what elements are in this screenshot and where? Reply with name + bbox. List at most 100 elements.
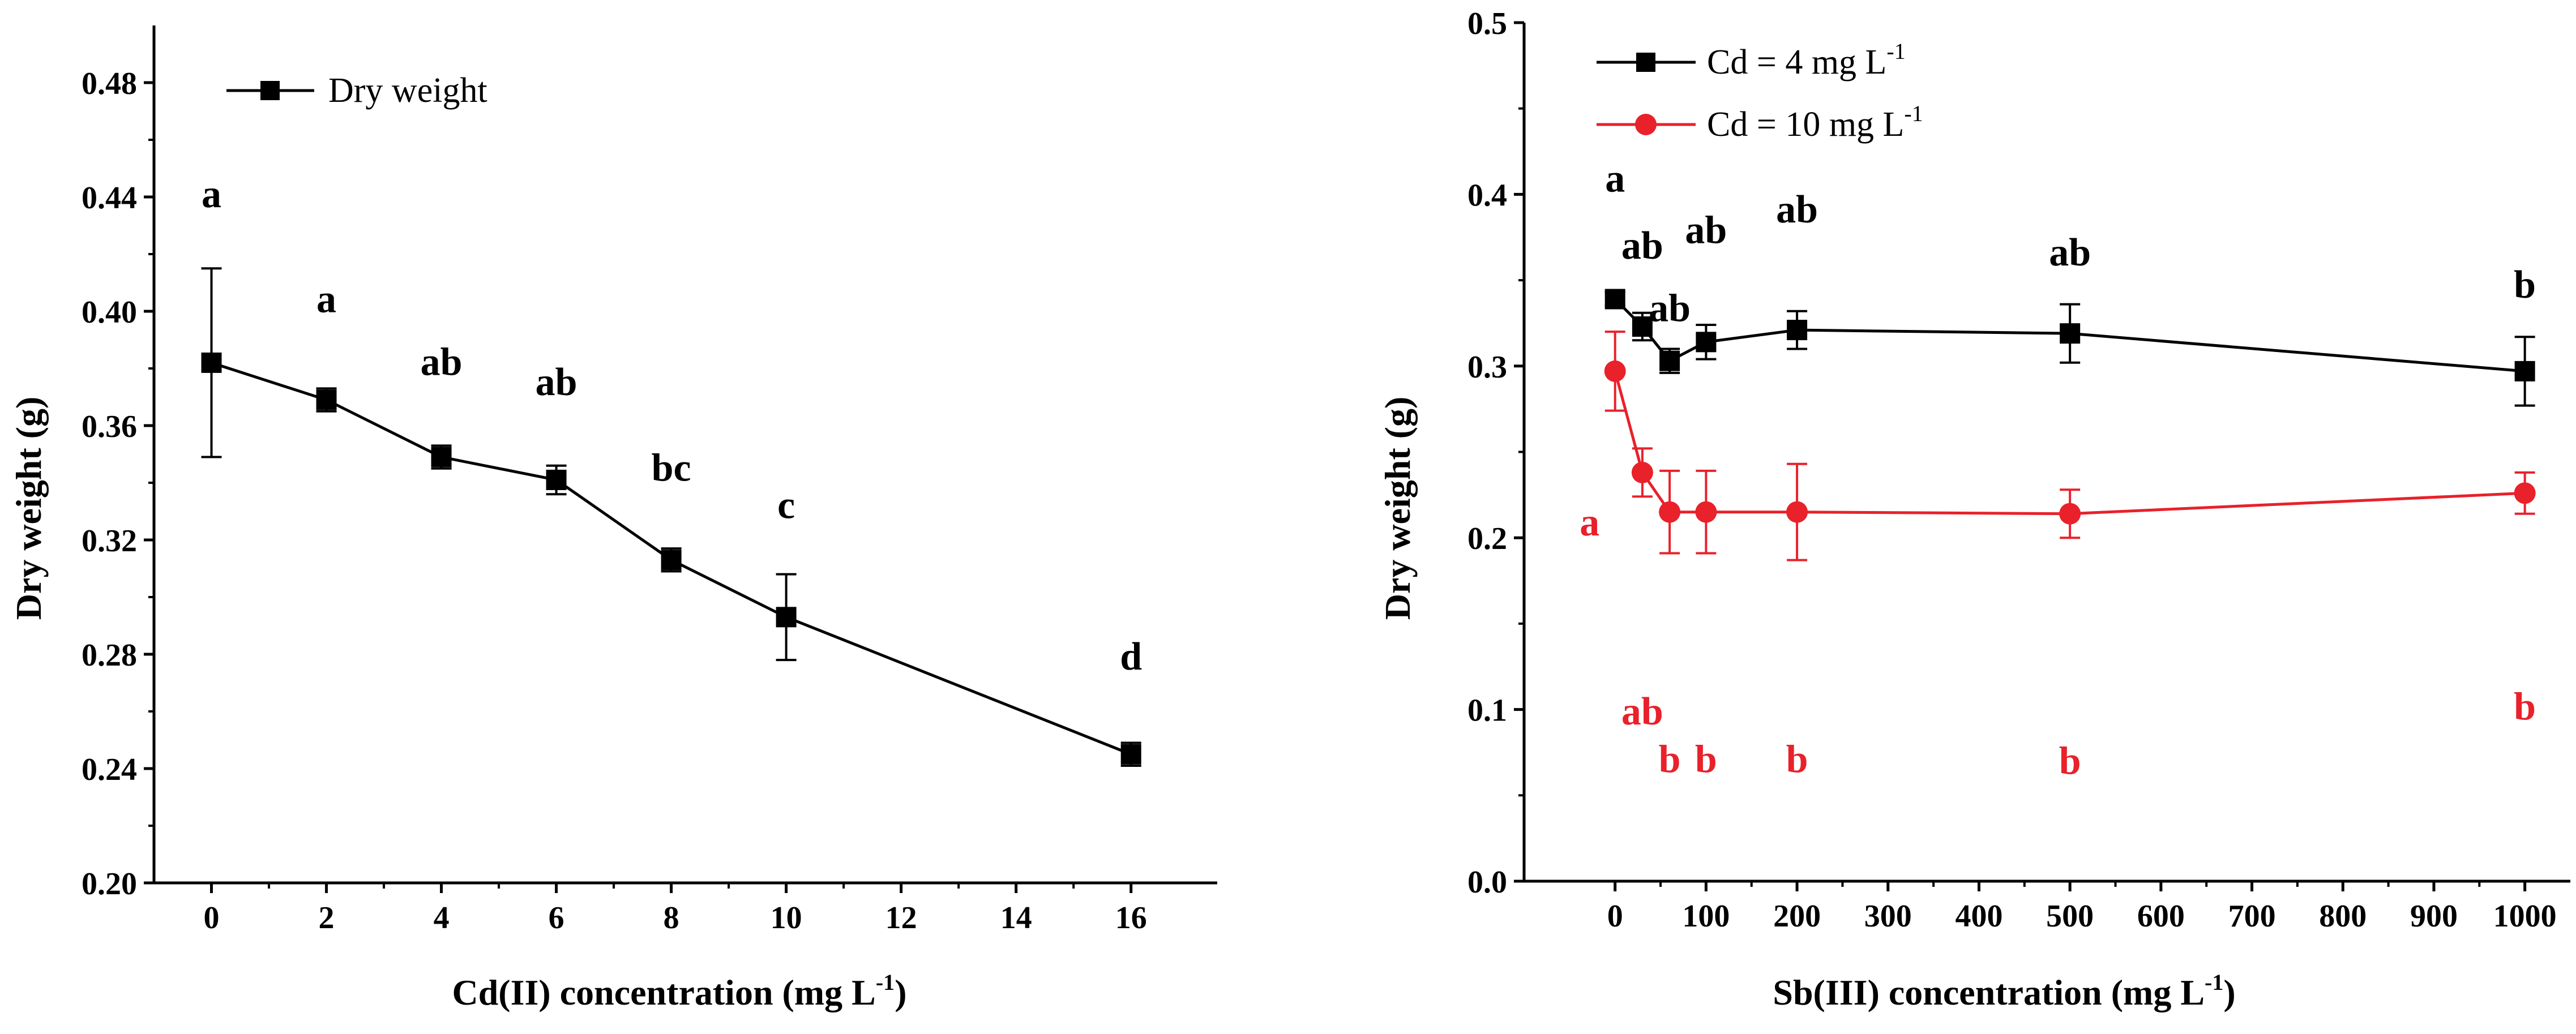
right-series-1-point bbox=[1787, 320, 1808, 341]
right-x-tick-label: 400 bbox=[1955, 899, 2002, 934]
right-series-2-point bbox=[2059, 503, 2081, 525]
left-series-1-point bbox=[316, 389, 337, 410]
right-legend-label-1-sup: -1 bbox=[1886, 38, 1905, 64]
right-x-tick-label: 500 bbox=[2046, 899, 2094, 934]
right-series-1-letter: ab bbox=[2049, 231, 2091, 274]
left-x-tick-label: 12 bbox=[885, 900, 917, 936]
left-series-1-letter: d bbox=[1120, 635, 1142, 679]
right-series-1-point bbox=[1604, 289, 1625, 310]
left-y-axis-label: Dry weight (g) bbox=[8, 397, 49, 620]
left-x-tick-label: 16 bbox=[1115, 900, 1147, 936]
right-x-tick-label: 600 bbox=[2137, 899, 2185, 934]
right-x-tick-label: 0 bbox=[1607, 899, 1623, 934]
right-plot-layer: 0.0 0.1 0.2 0.3 0.4 0.5 0 100 200 300 400 500 600 700… bbox=[1467, 6, 2570, 934]
left-series-1-letter: a bbox=[202, 173, 221, 216]
right-legend-label-2-main: Cd = 10 mg L bbox=[1707, 105, 1904, 144]
left-legend-label: Dry weight bbox=[328, 71, 487, 110]
left-y-tick-label: 0.40 bbox=[82, 295, 137, 330]
left-series-1-letter: bc bbox=[652, 446, 691, 490]
right-y-tick-label: 0.3 bbox=[1467, 350, 1507, 385]
right-y-axis-label: Dry weight (g) bbox=[1377, 397, 1418, 620]
right-series-1-letter: ab bbox=[1621, 224, 1663, 268]
right-x-tick-label: 1000 bbox=[2493, 899, 2557, 934]
right-series-1-letter: b bbox=[2514, 263, 2536, 307]
right-series-1-letter: ab bbox=[1649, 287, 1691, 331]
left-x-tick-label: 10 bbox=[771, 900, 802, 936]
left-series-1-point bbox=[776, 607, 797, 628]
left-x-label-close: ) bbox=[895, 972, 906, 1012]
right-series-1-letter: a bbox=[1605, 157, 1625, 200]
right-legend-label-2-sup: -1 bbox=[1904, 101, 1923, 126]
left-series-1-point bbox=[201, 352, 222, 373]
right-series-1-point bbox=[2514, 361, 2535, 381]
right-series-2-point bbox=[1631, 461, 1653, 483]
left-x-axis-label: Cd(II) concentration (mg L-1) bbox=[452, 969, 906, 1012]
left-series-1-point bbox=[661, 550, 682, 570]
right-series-1-point bbox=[2060, 323, 2081, 344]
left-legend-marker bbox=[260, 81, 280, 100]
left-y-tick-label: 0.32 bbox=[82, 524, 137, 559]
right-y-tick-label: 0.5 bbox=[1467, 6, 1507, 41]
right-series-1-letter: ab bbox=[1776, 188, 1818, 231]
right-series-2-letter: b bbox=[2059, 740, 2081, 783]
left-series-1-letter: c bbox=[777, 483, 795, 527]
right-series-2-point bbox=[1659, 501, 1681, 523]
right-series-2-letter: b bbox=[1786, 738, 1808, 782]
right-series-2-letter: b bbox=[1659, 738, 1681, 782]
left-x-tick-label: 8 bbox=[664, 900, 679, 936]
right-y-tick-label: 0.1 bbox=[1467, 693, 1507, 728]
left-series-1-letter: ab bbox=[536, 361, 577, 404]
right-y-tick-label: 0.0 bbox=[1467, 865, 1507, 900]
left-x-label-sup: -1 bbox=[876, 969, 895, 995]
left-x-tick-label: 2 bbox=[319, 900, 335, 936]
left-series-1-letter: ab bbox=[421, 341, 463, 384]
left-x-label-main: Cd(II) concentration (mg L bbox=[452, 972, 875, 1012]
panel-left-cd: 0.20 0.24 0.28 0.32 0.36 0.40 0.44 0.48 0 2 4 6 8 10 1… bbox=[8, 25, 1217, 1012]
left-y-tick-label: 0.36 bbox=[82, 409, 137, 444]
right-series-2-point bbox=[1786, 501, 1808, 523]
right-series-2-letter: ab bbox=[1621, 690, 1663, 733]
right-legend-marker-1 bbox=[1636, 53, 1655, 72]
left-x-tick-label: 0 bbox=[204, 900, 220, 936]
left-y-tick-label: 0.44 bbox=[82, 181, 137, 216]
left-y-tick-label: 0.24 bbox=[82, 752, 137, 787]
right-legend-marker-2 bbox=[1635, 114, 1657, 135]
left-x-tick-label: 6 bbox=[549, 900, 564, 936]
right-legend-label-1: Cd = 4 mg L-1 bbox=[1707, 38, 1906, 81]
right-series-2-letter: a bbox=[1580, 501, 1599, 544]
right-series-2-point bbox=[2514, 482, 2536, 504]
right-series-2-letter: b bbox=[1695, 738, 1717, 782]
panel-right-sb: 0.0 0.1 0.2 0.3 0.4 0.5 0 100 200 300 400 500 600 700… bbox=[1377, 6, 2570, 1012]
left-y-tick-label: 0.48 bbox=[82, 66, 137, 101]
right-series-1-letter: ab bbox=[1685, 208, 1727, 252]
left-legend: Dry weight bbox=[226, 71, 487, 110]
left-y-tick-label: 0.20 bbox=[82, 866, 137, 902]
right-x-tick-label: 200 bbox=[1773, 899, 1821, 934]
left-series-1-letter: a bbox=[316, 278, 336, 321]
right-series-2-point bbox=[1695, 501, 1717, 523]
right-x-tick-label: 800 bbox=[2319, 899, 2367, 934]
right-legend: Cd = 4 mg L-1 Cd = 10 mg L-1 bbox=[1597, 38, 1923, 144]
right-series-1-point bbox=[1659, 350, 1680, 371]
left-y-tick-label: 0.28 bbox=[82, 638, 137, 673]
right-series-2-point bbox=[1604, 360, 1626, 382]
right-x-label-close: ) bbox=[2223, 972, 2235, 1012]
right-legend-label-2: Cd = 10 mg L-1 bbox=[1707, 101, 1923, 144]
right-x-axis-label: Sb(III) concentration (mg L-1) bbox=[1773, 969, 2235, 1012]
right-series-2-letter: b bbox=[2514, 685, 2536, 728]
right-y-tick-label: 0.2 bbox=[1467, 521, 1507, 556]
right-x-label-sup: -1 bbox=[2205, 969, 2223, 995]
right-series-1-point bbox=[1632, 316, 1653, 337]
right-x-tick-label: 100 bbox=[1682, 899, 1730, 934]
left-plot-layer: 0.20 0.24 0.28 0.32 0.36 0.40 0.44 0.48 0 2 4 6 8 10 1… bbox=[82, 25, 1217, 936]
left-series-1-point bbox=[431, 447, 452, 467]
right-x-tick-label: 300 bbox=[1864, 899, 1912, 934]
right-x-tick-label: 900 bbox=[2410, 899, 2458, 934]
right-legend-label-1-main: Cd = 4 mg L bbox=[1707, 43, 1886, 81]
left-series-1-point bbox=[1120, 744, 1141, 765]
left-x-tick-label: 14 bbox=[1000, 900, 1032, 936]
left-series-1-point bbox=[546, 469, 567, 490]
right-series-1-point bbox=[1696, 332, 1717, 353]
